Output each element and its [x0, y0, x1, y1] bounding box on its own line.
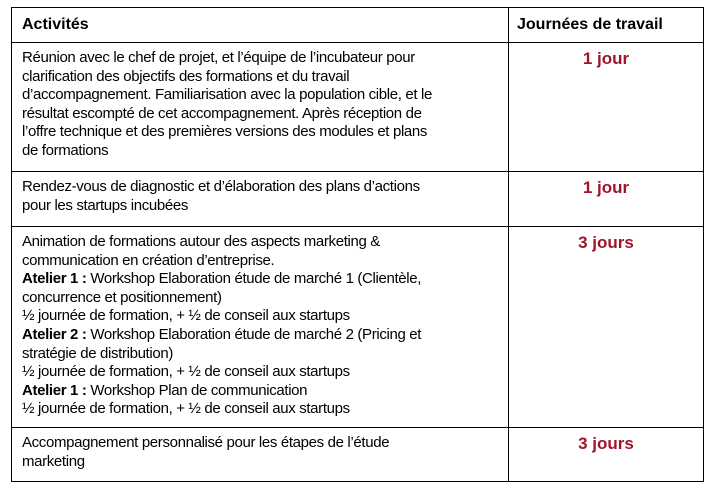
days-cell: 1 jour — [508, 42, 704, 172]
atelier-text: Workshop Plan de communication — [86, 381, 308, 399]
header-row: Activités Journées de travail — [11, 7, 704, 43]
atelier-text: Workshop Elaboration étude de marché 2 (… — [86, 325, 422, 343]
table-row: Animation de formations autour des aspec… — [11, 226, 704, 428]
days-cell: 1 jour — [508, 171, 704, 227]
table-row: Réunion avec le chef de projet, et l’équ… — [11, 42, 704, 172]
activity-line: d’accompagnement. Familiarisation avec l… — [22, 86, 432, 104]
activity-cell: Réunion avec le chef de projet, et l’équ… — [11, 42, 509, 172]
activity-line: de formations — [22, 141, 109, 159]
activity-cell: Accompagnement personnalisé pour les éta… — [11, 427, 509, 482]
atelier-line: concurrence et positionnement) — [22, 288, 222, 306]
activity-line: l’offre technique et des premières versi… — [22, 123, 428, 141]
activity-line: Rendez-vous de diagnostic et d’élaborati… — [22, 178, 420, 195]
activities-table: Activités Journées de travail Réunion av… — [11, 7, 704, 482]
activity-line: communication en création d’entreprise. — [22, 251, 275, 269]
header-activities: Activités — [11, 7, 509, 43]
atelier-note: ½ journée de formation, + ½ de conseil a… — [22, 363, 350, 381]
atelier-note: ½ journée de formation, + ½ de conseil a… — [22, 400, 350, 418]
activity-line: Animation de formations autour des aspec… — [22, 233, 380, 250]
header-days: Journées de travail — [508, 7, 704, 43]
atelier-line: Atelier 1 : Workshop Elaboration étude d… — [22, 270, 508, 289]
days-cell: 3 jours — [508, 226, 704, 428]
atelier-line: Atelier 1 : Workshop Plan de communicati… — [22, 382, 508, 401]
activity-line: résultat escompté de cet accompagnement.… — [22, 104, 422, 122]
atelier-text: Workshop Elaboration étude de marché 1 (… — [86, 270, 422, 288]
days-cell: 3 jours — [508, 427, 704, 482]
activity-line: clarification des objectifs des formatio… — [22, 67, 350, 85]
atelier-line: stratégie de distribution) — [22, 344, 173, 362]
activity-line: Réunion avec le chef de projet, et l’équ… — [22, 49, 415, 66]
activity-line: marketing — [22, 452, 85, 470]
activity-cell: Rendez-vous de diagnostic et d’élaborati… — [11, 171, 509, 227]
table-row: Rendez-vous de diagnostic et d’élaborati… — [11, 171, 704, 227]
activity-line: Accompagnement personnalisé pour les éta… — [22, 434, 390, 451]
atelier-label: Atelier 2 : — [22, 325, 87, 343]
atelier-label: Atelier 1 : — [22, 270, 87, 288]
atelier-line: Atelier 2 : Workshop Elaboration étude d… — [22, 326, 508, 345]
table-row: Accompagnement personnalisé pour les éta… — [11, 427, 704, 482]
atelier-label: Atelier 1 : — [22, 381, 87, 399]
atelier-note: ½ journée de formation, + ½ de conseil a… — [22, 307, 350, 325]
activity-cell: Animation de formations autour des aspec… — [11, 226, 509, 428]
activity-line: pour les startups incubées — [22, 196, 189, 214]
